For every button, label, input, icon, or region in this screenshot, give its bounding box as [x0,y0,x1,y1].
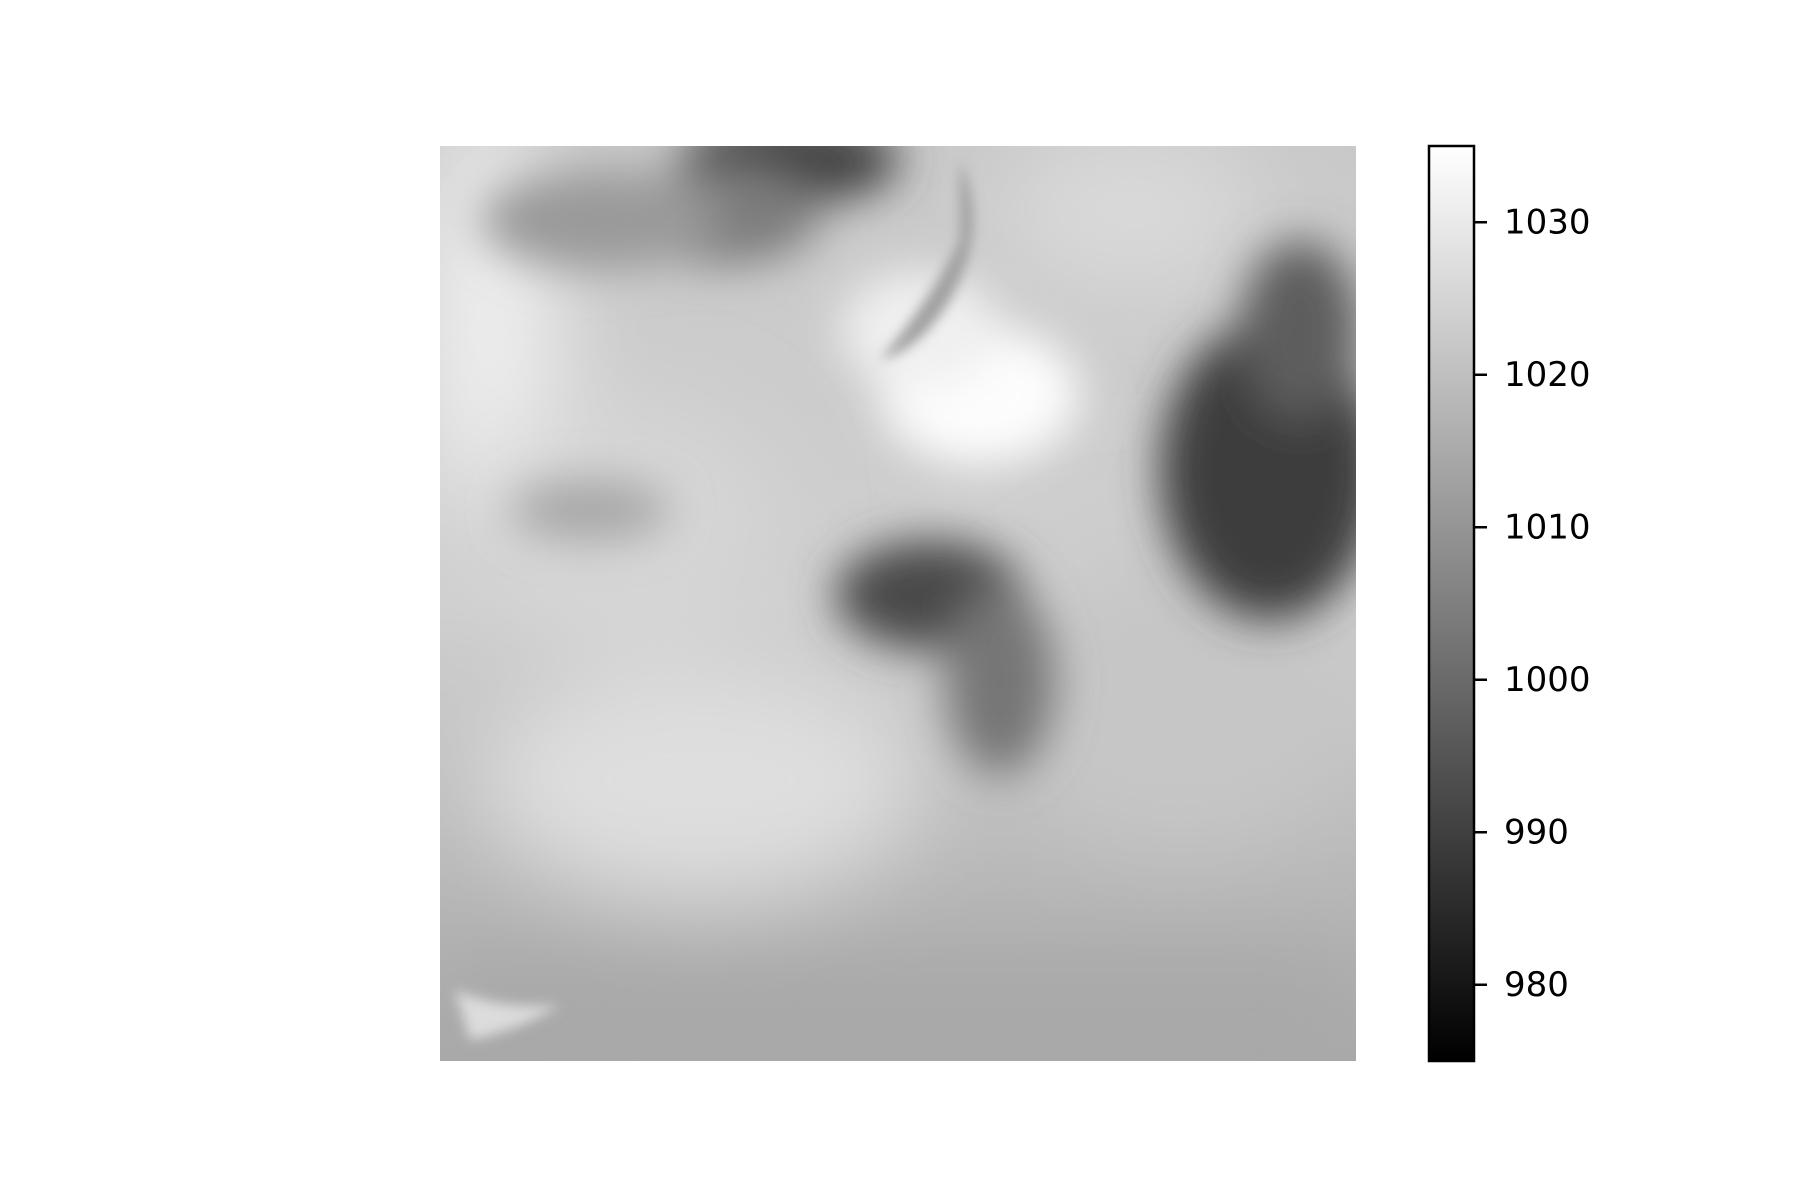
colorbar-frame [1427,144,1476,1063]
field-low-center-tail [945,585,1055,775]
heatmap-image [440,146,1356,1061]
field-top-right-light [1000,146,1260,290]
colorbar-tick-label: 1000 [1504,660,1591,700]
field-low-east-ext [1240,240,1356,420]
field-coast-speckle-sw [455,990,560,1040]
field-coast-speckle-top [880,160,973,360]
field-east-light [1010,550,1350,850]
field-trough-west [510,480,670,540]
colorbar-gradient [1429,146,1474,1061]
field-high-south [480,660,920,900]
field-bottom-dark [440,960,1356,1061]
colorbar-tick-label: 1010 [1504,507,1591,547]
colorbar-tick-label: 1030 [1504,202,1591,242]
colorbar-tick-label: 990 [1504,812,1569,852]
colorbar-tick-label: 1020 [1504,355,1591,395]
field-band-north [480,170,720,270]
colorbar-ticks: 980 990 1000 1010 1020 1030 [1474,202,1591,1005]
colorbar: 980 990 1000 1010 1020 1030 [1427,144,1591,1063]
colorbar-tick-label: 980 [1504,965,1569,1005]
